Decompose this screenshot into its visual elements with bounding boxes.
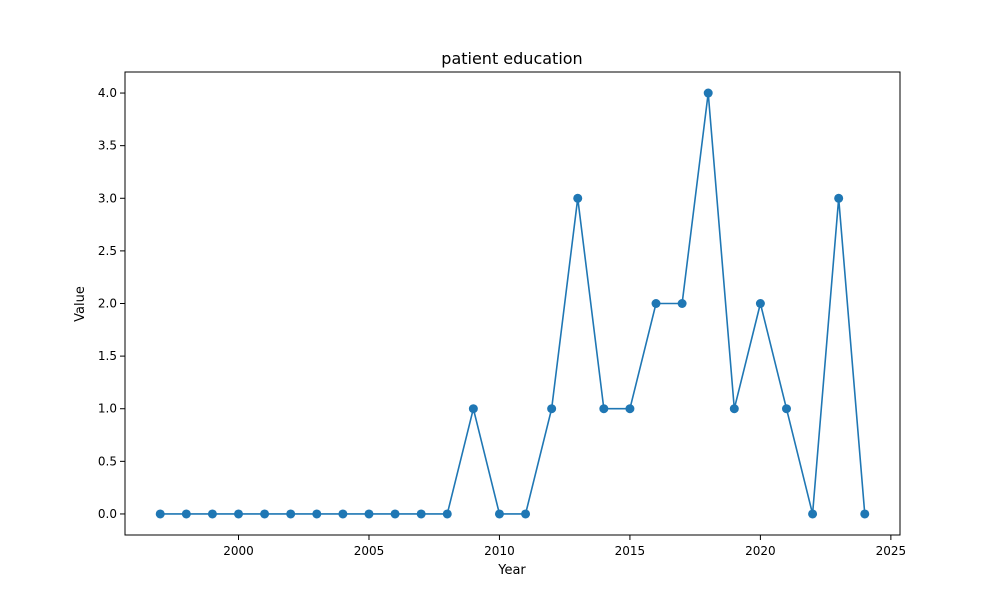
y-axis-ticks: 0.0 0.5 1.0 1.5 2.0 2.5 3.0 3.5 4.0 (98, 86, 125, 521)
y-tick-label: 0.0 (98, 507, 117, 521)
data-point (677, 299, 687, 308)
data-point (416, 509, 426, 519)
data-point (860, 509, 870, 519)
data-point (808, 509, 818, 519)
x-tick-label: 2025 (876, 544, 907, 558)
data-point (834, 193, 844, 203)
y-tick-label: 0.5 (98, 454, 117, 468)
data-point (338, 509, 348, 519)
y-tick-label: 2.5 (98, 244, 117, 258)
data-point (547, 404, 557, 414)
data-point (494, 509, 504, 519)
data-point (521, 509, 531, 519)
x-axis-ticks: 2000 2005 2010 2015 2020 2025 (223, 535, 906, 558)
y-tick-label: 2.0 (98, 297, 117, 311)
x-tick-label: 2010 (484, 544, 515, 558)
chart-title: patient education (441, 49, 582, 68)
data-point (599, 404, 609, 414)
data-point (651, 299, 661, 308)
x-tick-label: 2000 (223, 544, 254, 558)
data-point (468, 404, 478, 414)
data-point (312, 509, 322, 519)
y-axis-label: Value (73, 286, 88, 322)
data-point (286, 509, 296, 519)
y-tick-label: 3.0 (98, 191, 117, 205)
data-point (703, 88, 713, 98)
series-layer (155, 88, 870, 519)
y-tick-label: 1.0 (98, 402, 117, 416)
series-line (160, 92, 866, 515)
data-point (260, 509, 270, 519)
data-point (155, 509, 165, 519)
x-tick-label: 2005 (354, 544, 385, 558)
data-point (442, 509, 452, 519)
x-tick-label: 2015 (615, 544, 646, 558)
data-point (573, 193, 583, 203)
data-point (625, 404, 635, 414)
data-point (364, 509, 374, 519)
y-tick-label: 3.5 (98, 139, 117, 153)
x-axis-label: Year (497, 563, 526, 578)
y-tick-label: 1.5 (98, 349, 117, 363)
y-tick-label: 4.0 (98, 86, 117, 100)
data-point (181, 509, 191, 519)
data-point (234, 509, 244, 519)
data-point (755, 299, 765, 308)
data-point (729, 404, 739, 414)
data-point (390, 509, 400, 519)
data-point (781, 404, 791, 414)
data-point (207, 509, 217, 519)
x-tick-label: 2020 (745, 544, 776, 558)
plot-area-frame (124, 71, 901, 536)
